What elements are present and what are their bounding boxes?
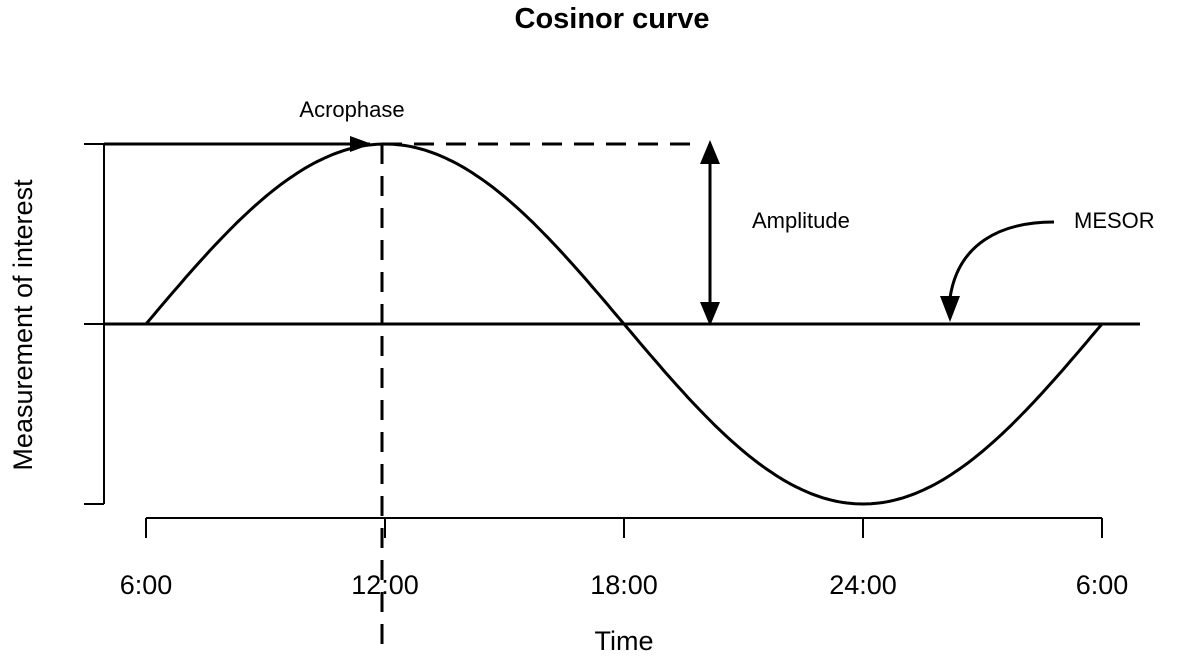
acrophase-label: Acrophase bbox=[299, 97, 404, 122]
x-axis-title: Time bbox=[595, 626, 654, 656]
amplitude-arrowhead-bottom bbox=[700, 302, 720, 326]
amplitude-arrowhead-top bbox=[700, 140, 720, 164]
x-tick-label: 6:00 bbox=[1076, 570, 1129, 600]
cosine-curve bbox=[144, 142, 1104, 506]
mesor-pointer-arrow bbox=[948, 220, 1055, 299]
chart-title: Cosinor curve bbox=[515, 3, 710, 35]
x-tick-label: 18:00 bbox=[590, 570, 658, 600]
mesor-arrowhead bbox=[940, 296, 960, 322]
mesor-label: MESOR bbox=[1074, 208, 1155, 233]
x-tick-label: 12:00 bbox=[351, 570, 419, 600]
y-axis bbox=[84, 143, 105, 505]
x-tick-label: 6:00 bbox=[120, 570, 173, 600]
y-axis-title: Measurement of interest bbox=[8, 179, 38, 471]
x-tick-label: 24:00 bbox=[829, 570, 897, 600]
x-axis: 6:00 12:00 18:00 24:00 6:00 bbox=[120, 517, 1129, 600]
amplitude-label: Amplitude bbox=[752, 208, 850, 233]
